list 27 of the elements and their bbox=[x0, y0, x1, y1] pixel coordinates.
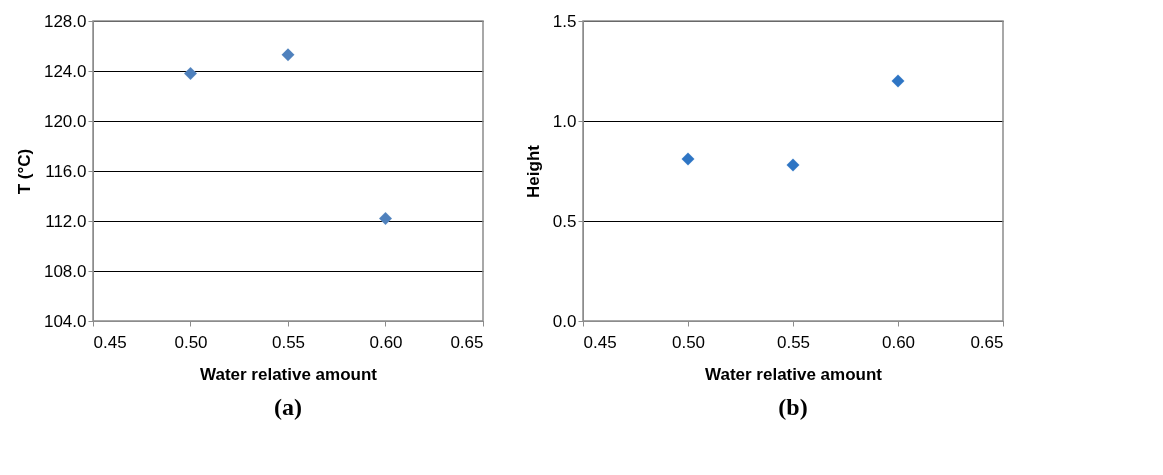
x-tick-label: 0.60 bbox=[369, 332, 403, 352]
y-tick-label: 1.0 bbox=[552, 111, 577, 131]
y-axis-title: T (°C) bbox=[14, 148, 34, 195]
y-tick-label: 104.0 bbox=[43, 311, 87, 331]
y-axis-title: Height bbox=[523, 144, 543, 198]
x-tick-label: 0.45 bbox=[93, 332, 127, 352]
text: (b) bbox=[778, 394, 808, 420]
y-tick-label: 108.0 bbox=[43, 261, 87, 281]
x-tick-label: 0.50 bbox=[174, 332, 208, 352]
y-tick-label: 112.0 bbox=[45, 211, 87, 231]
x-tick-label: 0.65 bbox=[970, 332, 1004, 352]
text: (a) bbox=[274, 394, 302, 420]
x-tick-label: 0.60 bbox=[881, 332, 916, 352]
y-tick-label: 124.0 bbox=[43, 61, 87, 81]
x-tick-label: 0.50 bbox=[671, 332, 706, 352]
y-tick-label: 120.0 bbox=[43, 111, 87, 131]
y-tick-label: 0.0 bbox=[552, 311, 577, 331]
y-tick-label: 0.5 bbox=[552, 211, 577, 231]
y-tick-label: 1.5 bbox=[552, 11, 577, 31]
x-tick-label: 0.65 bbox=[450, 332, 484, 352]
y-tick-label: 128.0 bbox=[43, 11, 87, 31]
x-tick-label: 0.55 bbox=[776, 332, 811, 352]
x-axis-title: Water relative amount bbox=[200, 364, 378, 384]
x-tick-label: 0.55 bbox=[271, 332, 306, 352]
x-tick-label: 0.45 bbox=[583, 332, 617, 352]
y-tick-label: 116.0 bbox=[45, 161, 87, 181]
x-axis-title: Water relative amount bbox=[705, 364, 883, 384]
